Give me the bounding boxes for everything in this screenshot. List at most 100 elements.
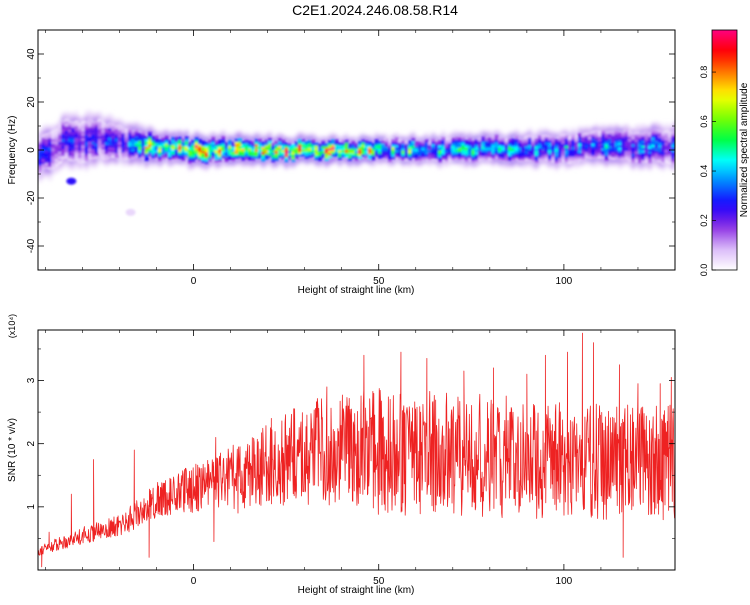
spectrogram-cell	[217, 161, 222, 165]
spectrogram-cell	[51, 138, 56, 142]
spectrogram-cell	[387, 161, 392, 165]
spectrogram-cell	[187, 160, 192, 164]
spectrogram-cell	[511, 133, 516, 137]
spectrogram-cell	[407, 159, 412, 163]
spectrogram-cell	[94, 119, 99, 123]
spectrogram-cell	[234, 131, 239, 135]
spectrogram-cell	[661, 130, 666, 134]
spectrogram-cell	[291, 156, 296, 160]
spectrogram-cell	[531, 147, 536, 151]
spectrogram-cell	[444, 152, 449, 156]
spectrogram-cell	[437, 144, 442, 148]
spectrogram-cell	[587, 131, 592, 135]
spectrogram-cell	[624, 155, 629, 159]
spectrogram-cell	[314, 164, 319, 168]
spectrogram-cell	[304, 160, 309, 164]
spectrogram-cell	[627, 131, 632, 135]
spectrogram-cell	[404, 160, 409, 164]
spectrogram-cell	[151, 128, 156, 132]
spectrogram-cell	[441, 139, 446, 143]
spectrogram-cell	[497, 135, 502, 139]
spectrogram-cell	[511, 157, 516, 161]
spectrogram-cell	[267, 162, 272, 166]
spectrogram-cell	[551, 154, 556, 158]
spectrogram-cell	[374, 146, 379, 150]
spectrogram-cell	[241, 162, 246, 166]
spectrogram-cell	[84, 122, 89, 126]
spectrogram-cell	[554, 141, 559, 145]
spectrogram-cell	[101, 156, 106, 160]
spectrogram-cell	[147, 129, 152, 133]
spectrogram-cell	[481, 141, 486, 145]
spectrogram-cell	[91, 165, 96, 169]
spectrogram-cell	[647, 136, 652, 140]
spectrogram-cell	[601, 159, 606, 163]
spectrogram-cell	[351, 138, 356, 142]
spectrogram-cell	[344, 156, 349, 160]
spectrogram-cell	[444, 140, 449, 144]
spectrogram-cell	[301, 146, 306, 150]
spectrogram-cell	[507, 138, 512, 142]
spectrogram-cell	[654, 142, 659, 146]
spectrogram-cell	[61, 112, 66, 116]
spectrogram-cell	[357, 133, 362, 137]
spectrogram-cell	[84, 132, 89, 136]
spectrogram-cell	[177, 160, 182, 164]
spectrogram-cell	[104, 115, 109, 119]
spectrogram-cell	[77, 155, 82, 159]
spectrogram-cell	[431, 160, 436, 164]
spectrogram-cell	[474, 158, 479, 162]
spectrogram-cell	[207, 132, 212, 136]
spectrogram-cell	[411, 152, 416, 156]
spectrogram-cell	[81, 157, 86, 161]
spectrogram-cell	[167, 163, 172, 167]
spectrogram-cell	[554, 138, 559, 142]
snr-multiplier-label: (x10⁴)	[7, 314, 17, 338]
spectrogram-cell	[541, 130, 546, 134]
spectrogram-cell	[74, 144, 79, 148]
spectrogram-cell	[47, 142, 52, 146]
spectrogram-cell	[197, 160, 202, 164]
spectrogram-cell	[524, 135, 529, 139]
spectrogram-cell	[384, 150, 389, 154]
spectrogram-cell	[331, 160, 336, 164]
spectrogram-cell	[521, 153, 526, 157]
spectrogram-cell	[541, 151, 546, 155]
spectrogram-cell	[101, 127, 106, 131]
spectrogram-cell	[457, 161, 462, 165]
spectrogram-cell	[594, 127, 599, 131]
spectrogram-cell	[664, 137, 669, 141]
spectrogram-cell	[184, 129, 189, 133]
spectrogram-cell	[307, 135, 312, 139]
spectrogram-cell	[91, 138, 96, 142]
spectrogram-cell	[597, 131, 602, 135]
spectrogram-cell	[664, 134, 669, 138]
spectrogram-cell	[481, 138, 486, 142]
spectrogram-cell	[271, 149, 276, 153]
spectrogram-cell	[54, 146, 59, 150]
spectrogram-cell	[427, 146, 432, 150]
spectrogram-cell	[111, 152, 116, 156]
spectrogram-cell	[67, 126, 72, 130]
spectrogram-cell	[671, 139, 675, 143]
spectrogram-cell	[124, 139, 129, 143]
spectrogram-cell	[157, 139, 162, 143]
spectrogram-cell	[391, 139, 396, 143]
spectrogram-cell	[294, 158, 299, 162]
spectrogram-cell	[607, 142, 612, 146]
spectrogram-cell	[44, 147, 49, 151]
spectrogram-cell	[377, 162, 382, 166]
spectrogram-cell	[411, 140, 416, 144]
spectrogram-cell	[617, 137, 622, 141]
spectrogram-cell	[534, 131, 539, 135]
spectrogram-cell	[311, 149, 316, 153]
spectrogram-cell	[167, 134, 172, 138]
spectrogram-cell	[581, 153, 586, 157]
spectrogram-cell	[581, 126, 586, 130]
spectrogram-cell	[137, 125, 142, 129]
spectrogram-cell	[571, 163, 576, 167]
spectrogram-cell	[371, 147, 376, 151]
spectrogram-cell	[57, 138, 62, 142]
spectrogram-cell	[87, 126, 92, 130]
spectrogram-cell	[341, 159, 346, 163]
